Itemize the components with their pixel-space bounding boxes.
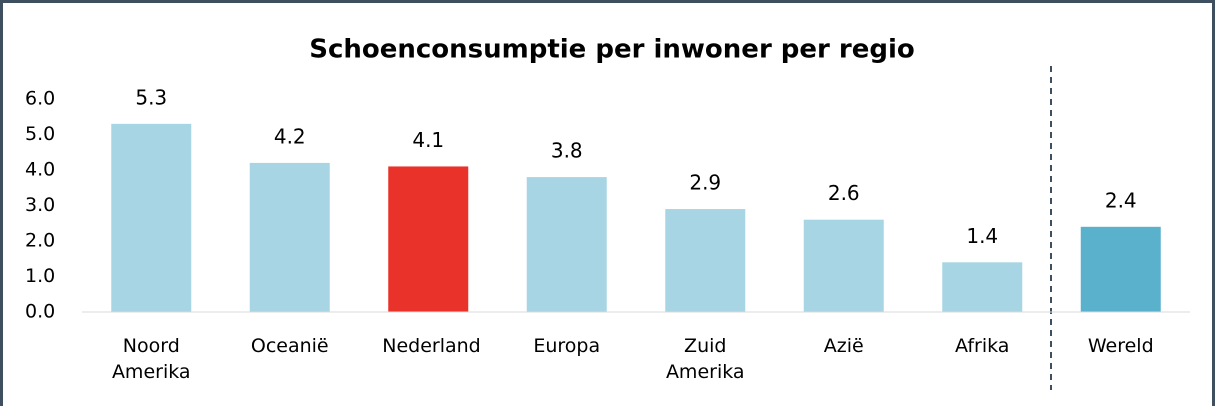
y-tick-label: 3.0 <box>25 194 55 216</box>
value-label: 2.6 <box>828 181 860 205</box>
y-tick-label: 5.0 <box>25 123 55 145</box>
y-tick-label: 1.0 <box>25 265 55 287</box>
bar <box>942 262 1023 312</box>
y-tick-label: 6.0 <box>25 88 55 110</box>
value-label: 5.3 <box>135 85 167 109</box>
y-tick-label: 4.0 <box>25 159 55 181</box>
value-label: 4.2 <box>274 124 306 148</box>
bar <box>388 166 469 312</box>
value-label: 2.4 <box>1105 188 1137 212</box>
chart-title: Schoenconsumptie per inwoner per regio <box>309 35 915 65</box>
y-tick-label: 0.0 <box>25 301 55 323</box>
bar <box>1080 226 1161 312</box>
value-label: 1.4 <box>966 224 998 248</box>
x-tick-label: Noord Amerika <box>111 335 191 383</box>
x-tick-label: Nederland <box>382 335 481 357</box>
value-label: 2.9 <box>689 171 721 195</box>
bar <box>526 177 607 312</box>
value-label: 3.8 <box>551 139 583 163</box>
bar <box>803 219 884 312</box>
y-tick-label: 2.0 <box>25 230 55 252</box>
x-tick-label: Europa <box>533 335 601 357</box>
x-tick-label: Oceanië <box>250 335 329 357</box>
bar <box>249 162 330 312</box>
bar <box>665 209 746 312</box>
x-tick-label: Afrika <box>955 335 1010 357</box>
bar <box>111 123 192 312</box>
x-tick-label: Wereld <box>1087 335 1154 357</box>
x-tick-label: Zuid Amerika <box>665 335 745 383</box>
value-label: 4.1 <box>412 128 444 152</box>
x-tick-label: Azië <box>823 335 864 357</box>
